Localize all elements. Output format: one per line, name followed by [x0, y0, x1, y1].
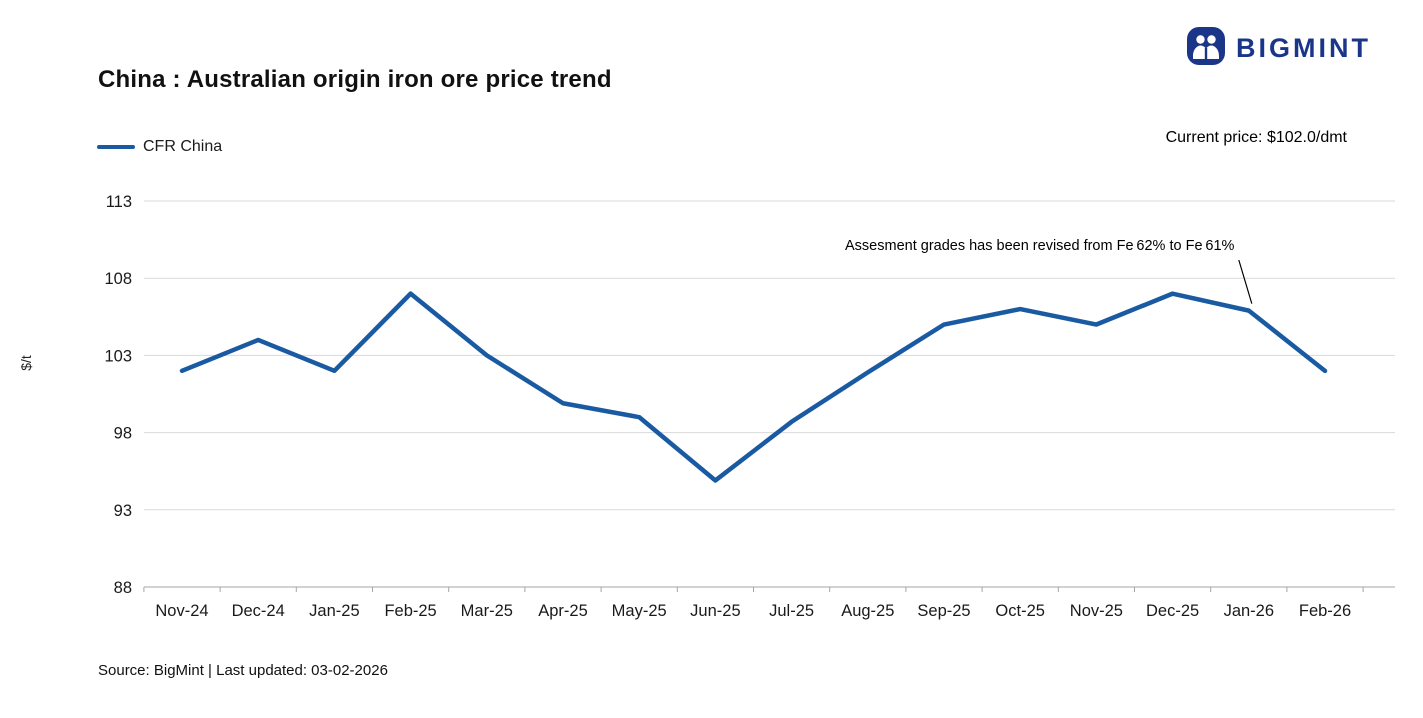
- annotation-pointer-line: [1238, 259, 1253, 304]
- chart-annotation: Assesment grades has been revised from F…: [845, 238, 1235, 254]
- x-tick-label: Jan-25: [309, 602, 359, 620]
- current-price-label: Current price: $102.0/dmt: [1165, 129, 1347, 146]
- y-tick-label: 103: [104, 347, 132, 365]
- x-tick-label: Dec-24: [232, 602, 285, 620]
- x-tick-label: Oct-25: [995, 602, 1045, 620]
- x-tick-label: Apr-25: [538, 602, 588, 620]
- x-tick-label: May-25: [612, 602, 667, 620]
- y-tick-label: 88: [114, 579, 132, 597]
- logo-wordmark: BIGMINT: [1236, 33, 1371, 63]
- y-tick-label: 93: [114, 502, 132, 520]
- x-tick-label: Nov-25: [1070, 602, 1123, 620]
- legend-label: CFR China: [143, 138, 223, 155]
- x-tick-label: Mar-25: [461, 602, 513, 620]
- x-tick-label: Jan-26: [1224, 602, 1274, 620]
- x-tick-label: Feb-26: [1299, 602, 1351, 620]
- people-icon: [1186, 26, 1226, 71]
- bigmint-logo: BIGMINT: [1186, 26, 1371, 71]
- source-footer: Source: BigMint | Last updated: 03-02-20…: [98, 662, 388, 679]
- x-tick-label: Sep-25: [917, 602, 970, 620]
- y-tick-label: 113: [106, 193, 132, 211]
- x-tick-label: Aug-25: [841, 602, 894, 620]
- x-tick-label: Feb-25: [384, 602, 436, 620]
- x-tick-label: Jul-25: [769, 602, 814, 620]
- x-tick-label: Jun-25: [690, 602, 740, 620]
- x-tick-label: Dec-25: [1146, 602, 1199, 620]
- price-trend-line-chart: 88 93 98 103 108 113 Nov-24 Dec-24 Jan-25 Feb-25 M…: [104, 193, 1395, 620]
- y-tick-label: 98: [114, 425, 132, 443]
- x-tick-label: Nov-24: [155, 602, 208, 620]
- series-line-cfr-china: [179, 291, 1328, 483]
- y-tick-label: 108: [104, 270, 132, 288]
- page-title: China : Australian origin iron ore price…: [98, 66, 612, 93]
- legend-line-swatch: [97, 145, 135, 149]
- chart-legend: CFR China: [97, 138, 222, 156]
